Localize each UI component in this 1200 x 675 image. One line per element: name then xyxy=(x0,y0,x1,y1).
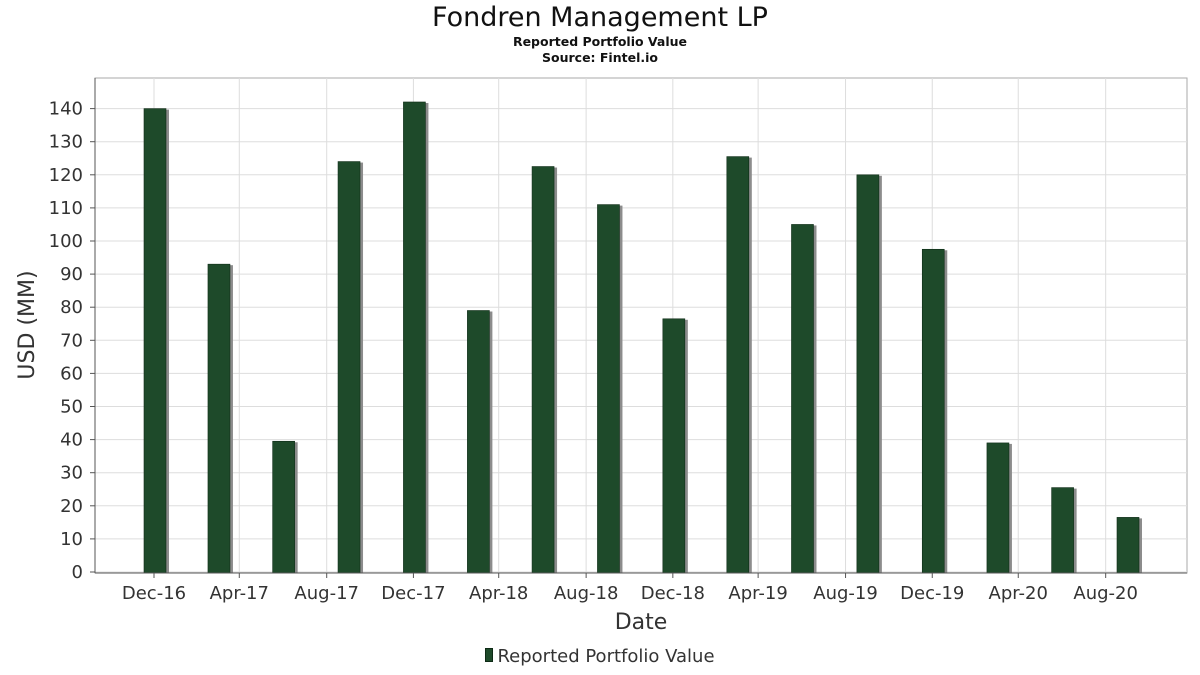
legend-label: Reported Portfolio Value xyxy=(497,646,715,667)
y-tick-label: 60 xyxy=(60,363,83,384)
bar xyxy=(272,440,295,574)
y-axis-ticks: 0 10 20 30 40 50 60 70 80 90 100 110 120 130 140 xyxy=(49,99,95,583)
chart-title: Fondren Management LP xyxy=(432,2,768,33)
bar xyxy=(403,101,426,574)
x-axis-label: Date xyxy=(615,610,668,635)
plot-background xyxy=(94,77,1188,574)
y-tick-label: 110 xyxy=(49,198,83,219)
x-tick-label: Dec-16 xyxy=(122,583,186,604)
x-tick-label: Apr-19 xyxy=(728,583,787,604)
bar xyxy=(726,156,750,574)
legend-swatch xyxy=(485,648,494,662)
bar xyxy=(531,166,555,574)
y-tick-label: 70 xyxy=(60,330,83,351)
legend: Reported Portfolio Value xyxy=(0,646,1200,667)
x-tick-label: Apr-18 xyxy=(469,583,528,604)
y-tick-label: 0 xyxy=(72,562,83,583)
chart-subtitle: Reported Portfolio Value xyxy=(512,34,688,49)
bar xyxy=(1051,487,1074,574)
y-axis-label: USD (MM) xyxy=(15,270,40,379)
x-tick-label: Dec-17 xyxy=(381,583,445,604)
x-tick-label: Dec-18 xyxy=(641,583,705,604)
y-tick-label: 30 xyxy=(60,463,83,484)
bar xyxy=(1116,517,1140,574)
x-tick-label: Aug-18 xyxy=(554,583,619,604)
bar xyxy=(986,442,1010,574)
bar xyxy=(143,108,167,574)
y-tick-label: 20 xyxy=(60,496,83,517)
x-tick-label: Dec-19 xyxy=(900,583,964,604)
bar xyxy=(207,263,231,574)
x-tick-label: Aug-20 xyxy=(1073,583,1138,604)
x-tick-label: Apr-20 xyxy=(989,583,1048,604)
chart-source: Source: Fintel.io xyxy=(542,50,658,65)
bar xyxy=(856,174,880,574)
x-tick-label: Aug-17 xyxy=(294,583,359,604)
bar xyxy=(791,224,814,574)
bar xyxy=(662,318,686,574)
y-tick-label: 50 xyxy=(60,397,83,418)
bar xyxy=(597,204,620,574)
bar xyxy=(337,161,361,574)
y-tick-label: 90 xyxy=(60,264,83,285)
x-tick-label: Apr-17 xyxy=(210,583,269,604)
y-tick-label: 10 xyxy=(60,529,83,550)
y-tick-label: 100 xyxy=(49,231,83,252)
y-tick-label: 140 xyxy=(49,99,83,120)
y-tick-label: 40 xyxy=(60,430,83,451)
y-tick-label: 130 xyxy=(49,132,83,153)
bar xyxy=(921,248,945,574)
chart-header: Fondren Management LP Reported Portfolio… xyxy=(0,0,1200,66)
bars xyxy=(143,101,1142,574)
x-tick-label: Aug-19 xyxy=(813,583,878,604)
y-tick-label: 120 xyxy=(49,165,83,186)
bar xyxy=(467,310,490,574)
x-axis-ticks: Dec-16 Apr-17 Aug-17 Dec-17 Apr-18 Aug-18 Dec-… xyxy=(122,573,1138,604)
y-tick-label: 80 xyxy=(60,297,83,318)
